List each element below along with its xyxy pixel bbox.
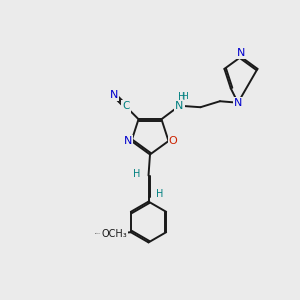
Text: OCH₃: OCH₃ [102, 229, 128, 239]
Text: H: H [134, 169, 141, 179]
Text: C: C [122, 101, 130, 112]
Text: N: N [110, 90, 118, 100]
Text: O: O [106, 229, 115, 239]
Text: H: H [178, 92, 185, 102]
Text: H: H [181, 92, 188, 100]
Text: H: H [156, 189, 164, 199]
Text: N: N [175, 101, 184, 111]
Text: N: N [124, 136, 132, 146]
Text: N: N [237, 48, 245, 58]
Text: N: N [234, 98, 243, 108]
Text: methoxy: methoxy [95, 233, 101, 234]
Text: O: O [169, 136, 177, 146]
